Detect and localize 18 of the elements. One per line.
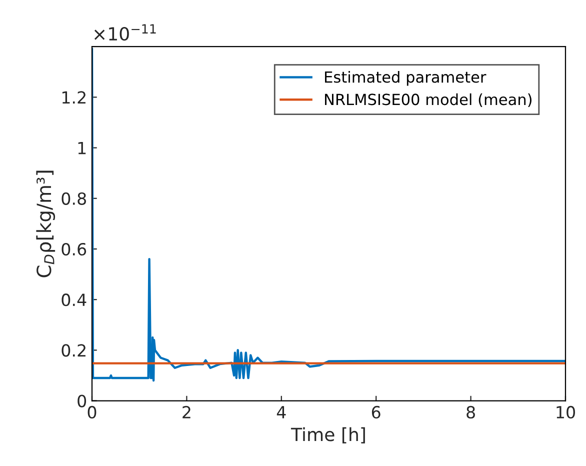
x-tick-label: 2 [182, 406, 190, 418]
y-tick-label: 0 [78, 394, 86, 408]
y-tick-label: 0.4 [62, 294, 86, 306]
x-tick-label: 0 [88, 406, 96, 419]
y-tick-label: 0.8 [62, 192, 86, 205]
y-tick-label: 0.6 [62, 242, 86, 256]
x-axis-title: Time [h] [290, 427, 365, 444]
y-tick-label: 1.2 [62, 91, 86, 104]
x-tick-label: 8 [466, 406, 475, 419]
text: ×10$^{−11}$ [94, 24, 156, 41]
y-axis-title: C$_{D}$ρ[kg/m³] [36, 170, 56, 278]
x-tick-label: 10 [556, 406, 575, 419]
y-tick-label: 0.2 [62, 344, 86, 357]
x-tick-label: 4 [276, 406, 286, 418]
legend-label: Estimated parameter [325, 70, 486, 86]
x-tick-label: 6 [372, 406, 380, 419]
legend-label: NRLMSISE00 model (mean) [325, 93, 532, 108]
y-tick-label: 1 [78, 142, 86, 154]
